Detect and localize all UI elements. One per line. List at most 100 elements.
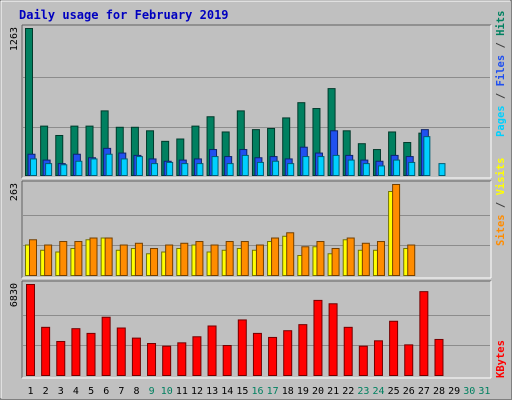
bar-sites xyxy=(150,248,159,277)
x-tick-label: 19 xyxy=(297,386,309,397)
bar-sites xyxy=(74,241,83,276)
kbytes-panel: 6830 KBytes xyxy=(9,280,507,379)
bar-kbytes xyxy=(192,336,202,377)
bar-pages xyxy=(196,163,204,177)
x-tick-label: 10 xyxy=(161,386,173,397)
bar-kbytes xyxy=(298,324,308,377)
side-legend-part: / xyxy=(495,195,507,214)
bar-pages xyxy=(151,163,159,177)
series-pages xyxy=(30,136,446,177)
x-tick-label: 26 xyxy=(403,386,415,397)
bar-kbytes xyxy=(26,284,35,376)
bar-sites xyxy=(301,246,310,276)
x-tick-label: 15 xyxy=(236,386,248,397)
bar-pages xyxy=(181,163,189,177)
bar-pages xyxy=(60,164,68,177)
bar-kbytes xyxy=(389,320,399,377)
bar-sites xyxy=(240,241,249,276)
bar-pages xyxy=(30,158,37,177)
y-max-label: 263 xyxy=(9,183,20,201)
bar-kbytes xyxy=(434,338,444,377)
bar-kbytes xyxy=(56,340,66,376)
bar-sites xyxy=(316,241,325,276)
bar-pages xyxy=(211,156,219,177)
side-legend-part: KBytes xyxy=(495,340,507,378)
side-legend: KBytes xyxy=(495,340,507,378)
side-legend-part: Visits xyxy=(495,157,507,195)
bar-kbytes xyxy=(237,319,247,376)
x-tick-label: 9 xyxy=(149,386,155,397)
bar-pages xyxy=(272,160,280,177)
bar-pages xyxy=(317,156,325,177)
hits-panel: 1263 Pages / Files / Hits xyxy=(9,11,507,179)
side-legend-part: / xyxy=(495,36,507,55)
bar-kbytes xyxy=(41,326,51,377)
bar-pages xyxy=(377,165,385,176)
bar-hits xyxy=(25,28,33,176)
x-tick-label: 22 xyxy=(342,386,354,397)
bar-pages xyxy=(120,158,128,177)
x-tick-label: 6 xyxy=(103,386,109,397)
x-tick-label: 12 xyxy=(191,386,203,397)
bar-sites xyxy=(44,244,53,276)
bar-pages xyxy=(105,153,113,176)
x-tick-label: 3 xyxy=(58,386,64,397)
bar-sites xyxy=(89,237,98,277)
bar-sites xyxy=(255,244,264,276)
bar-kbytes xyxy=(373,340,383,376)
x-tick-label: 27 xyxy=(418,386,430,397)
bar-sites xyxy=(180,242,189,277)
bar-pages xyxy=(408,161,416,177)
x-tick-label: 25 xyxy=(388,386,400,397)
bar-sites xyxy=(286,232,295,276)
bar-kbytes xyxy=(252,332,262,377)
x-tick-label: 8 xyxy=(133,386,139,397)
side-legend-part: / xyxy=(495,86,507,105)
bar-pages xyxy=(45,163,53,177)
bar-kbytes xyxy=(343,326,353,377)
visits-panel: 263 Sites / Visits xyxy=(9,157,507,279)
bar-pages xyxy=(362,163,370,177)
x-tick-label: 2 xyxy=(43,386,49,397)
bar-kbytes xyxy=(328,303,338,377)
x-tick-label: 17 xyxy=(267,386,279,397)
bar-kbytes xyxy=(116,327,126,377)
bar-pages xyxy=(75,160,83,177)
bar-sites xyxy=(225,241,234,276)
chart-title: Daily usage for February 2019 xyxy=(19,8,229,22)
bar-kbytes xyxy=(419,291,429,377)
bar-kbytes xyxy=(101,316,111,376)
bar-pages xyxy=(423,136,431,177)
x-axis-labels: 1 2 3 4 5 6 7 8 9 10 11 12 13 14 15 16 17 18 19 20 21 22 23 24 2… xyxy=(28,386,491,397)
bar-sites xyxy=(271,237,280,277)
bar-pages xyxy=(393,159,401,177)
bar-kbytes xyxy=(404,344,414,376)
x-tick-label: 18 xyxy=(282,386,294,397)
bar-pages xyxy=(332,154,340,176)
side-legend-part: Files xyxy=(495,55,507,87)
bar-sites xyxy=(376,241,385,276)
bar-kbytes xyxy=(162,345,172,377)
side-legend-part: Hits xyxy=(495,11,507,36)
panels-group: 1263 Pages / Files / Hits 263 Sites / Visit… xyxy=(9,11,507,379)
bar-sites xyxy=(407,244,416,276)
bar-kbytes xyxy=(222,345,232,377)
bar-sites xyxy=(392,184,401,276)
bar-kbytes xyxy=(207,325,217,376)
x-tick-label: 30 xyxy=(463,386,475,397)
x-tick-label: 24 xyxy=(373,386,385,397)
bar-pages xyxy=(226,163,234,177)
bar-pages xyxy=(347,159,355,177)
bar-pages xyxy=(241,154,249,176)
bar-sites xyxy=(59,241,68,276)
bar-sites xyxy=(119,244,128,276)
bar-sites xyxy=(195,241,204,276)
bar-sites xyxy=(361,242,370,277)
bar-sites xyxy=(346,237,355,277)
x-tick-label: 5 xyxy=(88,386,94,397)
bar-kbytes xyxy=(313,299,323,377)
bar-pages xyxy=(166,161,174,177)
x-tick-label: 7 xyxy=(118,386,124,397)
